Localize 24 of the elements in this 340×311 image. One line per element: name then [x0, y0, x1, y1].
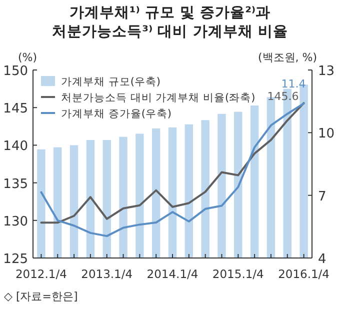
x-tick-label: 2013.1/4	[81, 267, 133, 281]
y-tick-label: 150	[3, 64, 28, 79]
chart-title: 가계부채¹⁾ 규모 및 증가율²⁾과 처분가능소득³⁾ 대비 가계부채 비율	[52, 5, 288, 40]
y-tick-label: 125	[3, 252, 28, 267]
legend-label: 가계부채 규모(우축)	[61, 76, 161, 88]
y-tick-label: 130	[3, 214, 28, 230]
y2-tick-label: 4	[318, 252, 326, 267]
data-label: 11.4	[281, 77, 306, 90]
text: ◇ [자료=한은]	[4, 290, 78, 303]
data-label: 145.6	[267, 90, 299, 104]
y2-tick-label: 7	[318, 189, 326, 204]
y2-tick-label: 13	[318, 64, 335, 79]
y-axis-title: (%)	[18, 51, 38, 64]
x-tick-label: 2012.1/4	[15, 267, 67, 281]
y2-axis-title: (백조원, %)	[258, 51, 317, 64]
x-tick-label: 2015.1/4	[212, 267, 264, 281]
y-tick-label: 145	[3, 102, 28, 117]
y-tick-label: 135	[3, 176, 28, 192]
x-tick-label: 2014.1/4	[146, 267, 198, 281]
legend-label: 처분가능소득 대비 가계부채 비율(좌축)	[61, 92, 256, 104]
y2-tick-label: 10	[318, 126, 335, 142]
legend-label: 가계부채 증가율(우축)	[61, 108, 172, 120]
y-tick-label: 140	[3, 139, 28, 154]
x-tick-label: 2016.1/4	[278, 267, 330, 281]
